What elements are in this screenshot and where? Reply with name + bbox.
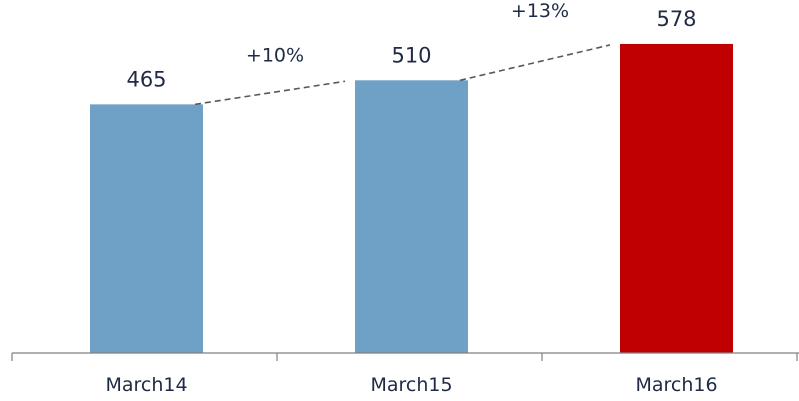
connector-line-1 <box>194 80 346 106</box>
connectors-group <box>194 44 611 106</box>
tick-label-march14: March14 <box>105 374 187 396</box>
bar-march14 <box>90 104 203 353</box>
value-label-march16: 578 <box>656 7 696 31</box>
connector-line-2 <box>459 44 611 82</box>
value-label-march14: 465 <box>126 67 166 91</box>
growth-label-1: +10% <box>246 44 304 66</box>
growth-label-2: +13% <box>511 0 569 22</box>
x-axis <box>11 352 799 361</box>
bars-group <box>90 43 733 354</box>
value-label-march15: 510 <box>391 43 431 67</box>
bar-march15 <box>355 80 468 353</box>
tick-label-march16: March16 <box>635 374 717 396</box>
labels-group: 465 March14 510 March15 578 March16 +10% +13% <box>105 0 717 396</box>
bar-march16 <box>620 43 733 354</box>
tick-label-march15: March15 <box>370 374 452 396</box>
